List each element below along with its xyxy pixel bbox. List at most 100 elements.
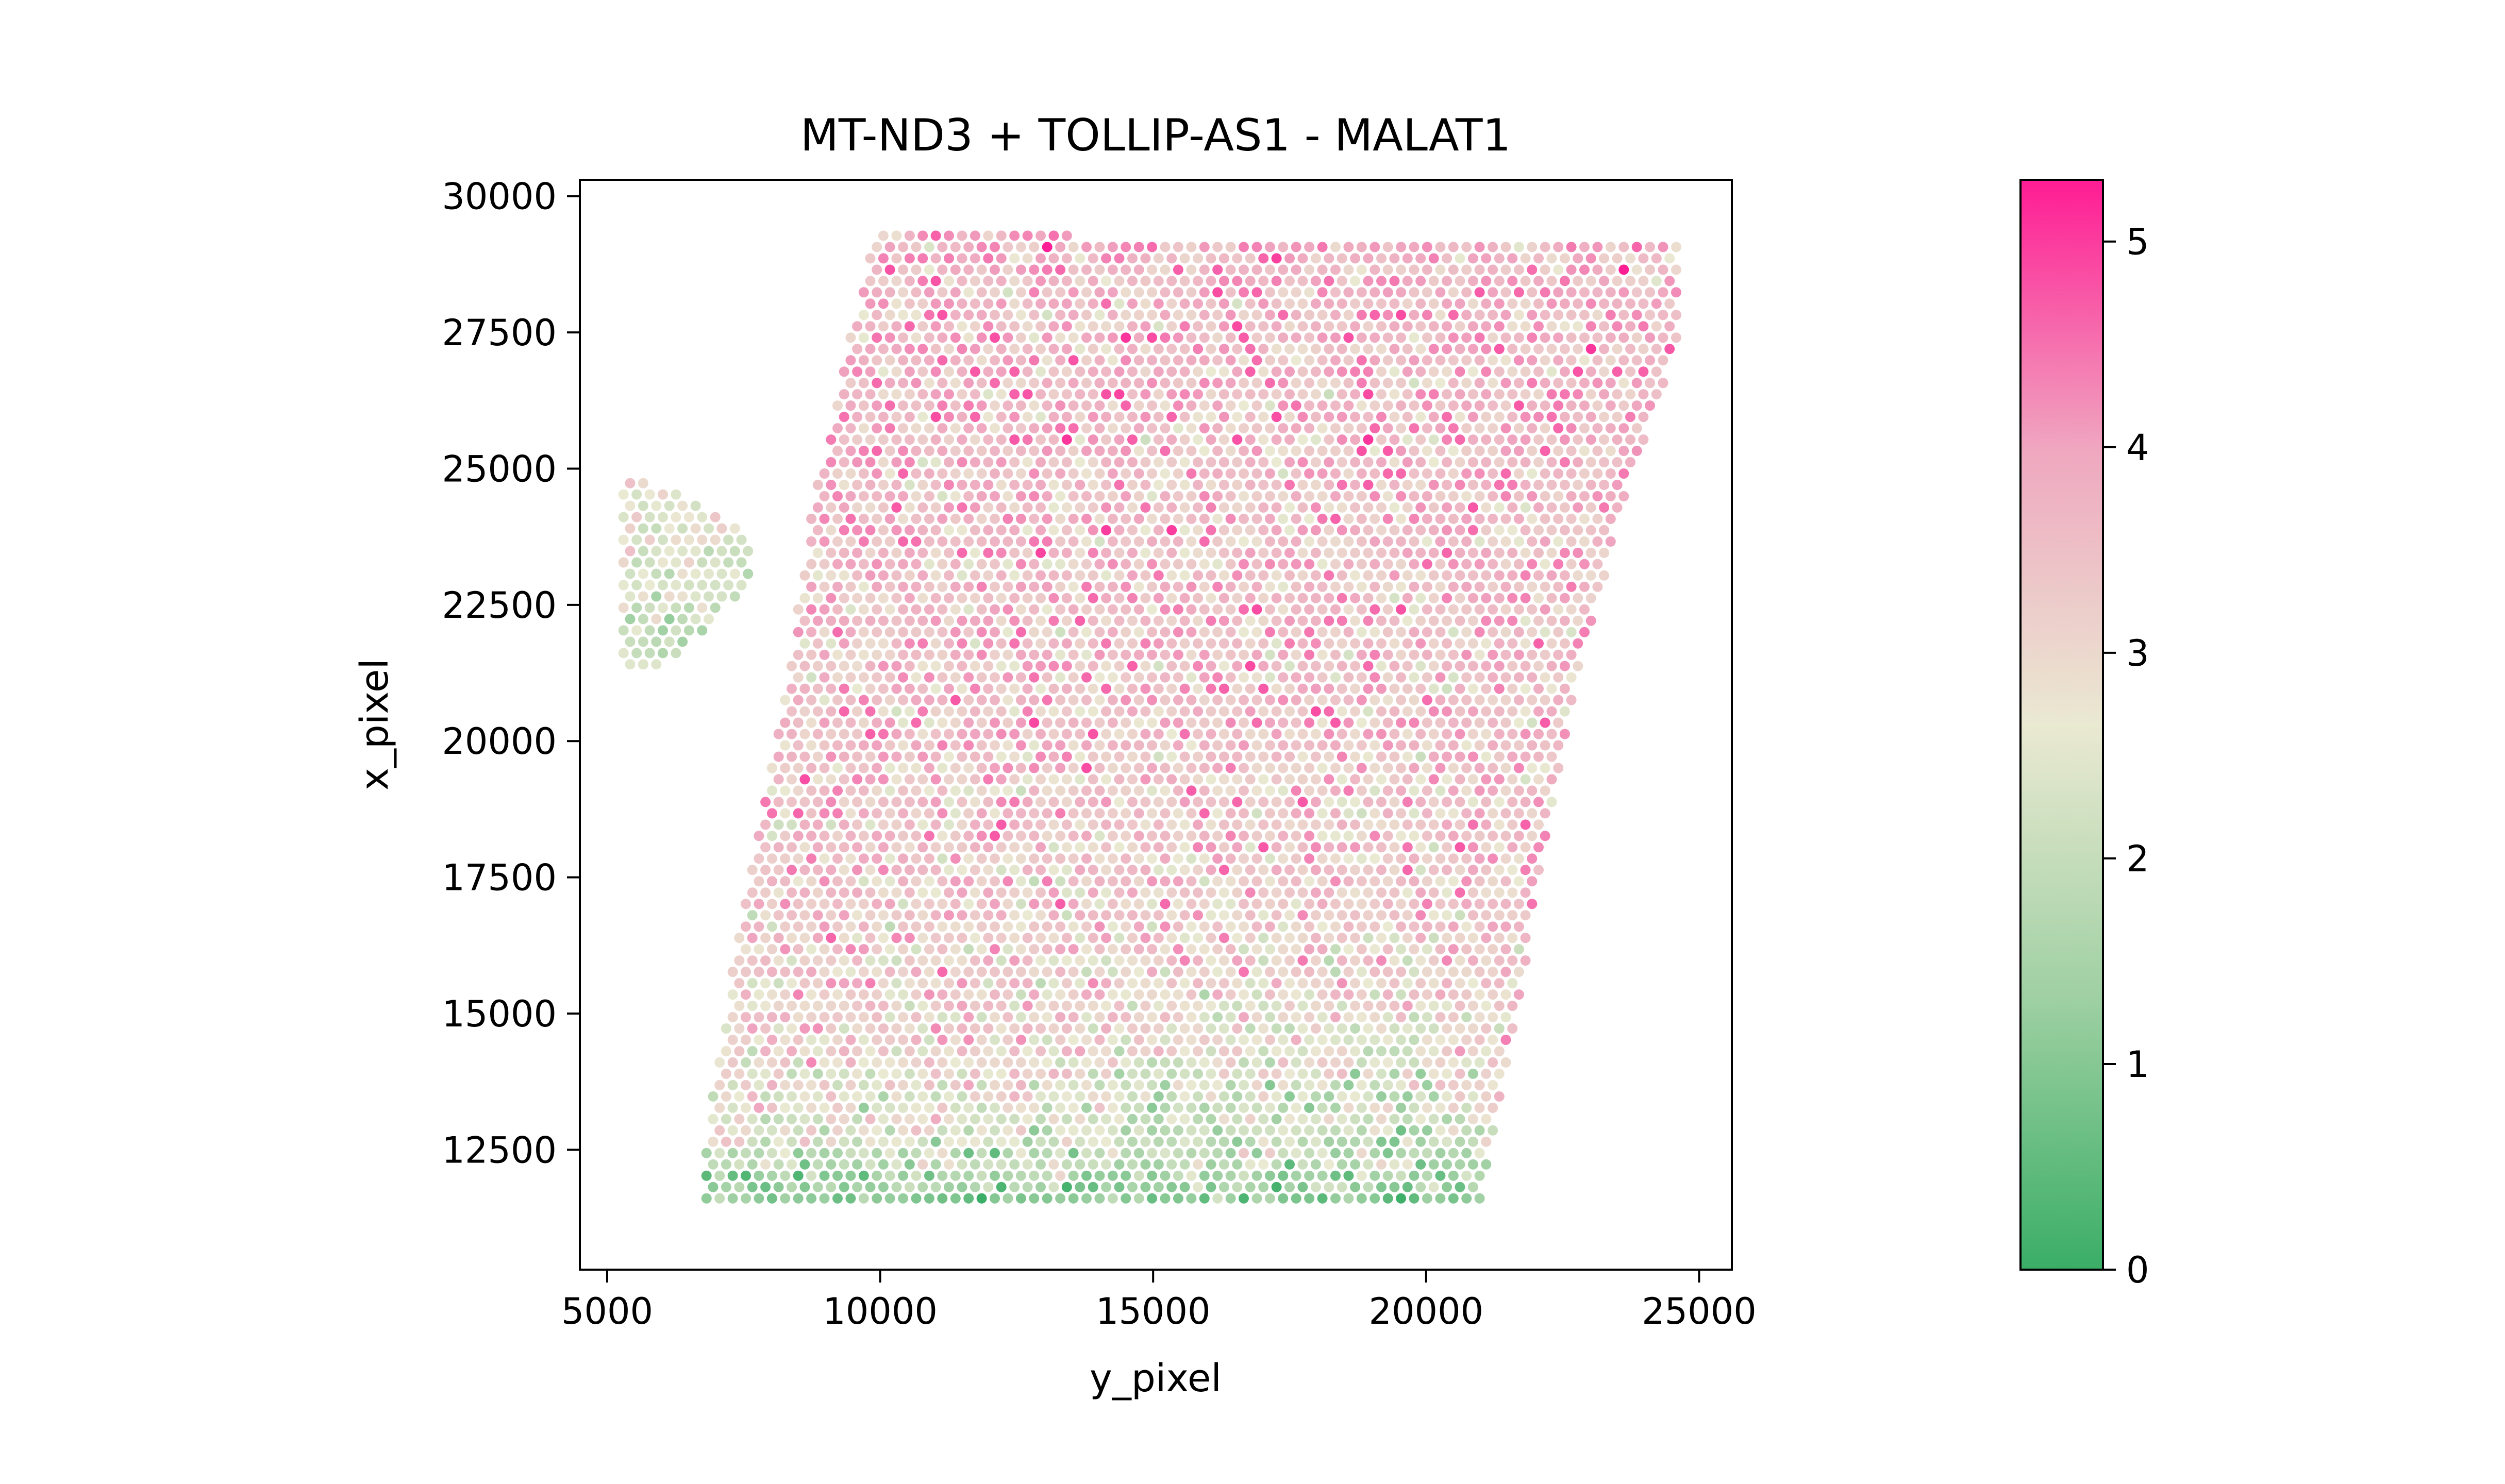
spot [865, 457, 876, 467]
spot [970, 570, 980, 581]
spot [957, 729, 967, 739]
spot [1507, 751, 1518, 762]
spot [976, 604, 987, 615]
spot [1048, 842, 1059, 853]
spot [1160, 1035, 1171, 1045]
spot [1107, 559, 1118, 569]
spot [1330, 581, 1341, 592]
spot [845, 876, 856, 887]
spot [1245, 1023, 1256, 1034]
spot [1284, 276, 1295, 286]
spot [1370, 1102, 1380, 1113]
spot [1075, 910, 1086, 921]
spot [1645, 400, 1656, 411]
spot [1179, 525, 1190, 535]
spot [1101, 1091, 1112, 1102]
spot [1015, 831, 1026, 841]
spot [1088, 819, 1098, 830]
spot [1612, 321, 1623, 332]
spot [937, 627, 948, 637]
spot [872, 808, 882, 819]
spot [1428, 751, 1439, 762]
spot [1481, 729, 1492, 739]
spot [780, 1170, 791, 1181]
spot [1481, 638, 1492, 649]
spot [1264, 831, 1275, 841]
spot [1579, 491, 1590, 501]
spot [957, 842, 967, 853]
spot [996, 593, 1007, 603]
spot [1212, 491, 1223, 501]
spot [845, 355, 856, 366]
spot [1251, 491, 1262, 501]
spot [924, 378, 934, 389]
spot [1481, 593, 1492, 603]
spot [1304, 1102, 1315, 1113]
spot [1055, 1170, 1066, 1181]
spot [1239, 287, 1249, 298]
spot [937, 967, 948, 977]
spot [1081, 627, 1092, 637]
spot [1330, 1193, 1341, 1204]
spot [1114, 797, 1125, 807]
spot [1022, 457, 1033, 467]
spot [826, 933, 837, 943]
spot [1297, 502, 1308, 513]
spot [1232, 1182, 1243, 1192]
spot [930, 865, 941, 875]
spot [1317, 740, 1328, 751]
spot [1297, 570, 1308, 581]
spot [937, 1102, 948, 1113]
spot [1422, 1125, 1432, 1136]
spot [1527, 627, 1538, 637]
spot [1474, 1148, 1485, 1158]
spot [858, 355, 869, 366]
spot [1559, 570, 1570, 581]
spot [1500, 672, 1511, 683]
spot [1048, 525, 1059, 535]
spot [799, 819, 810, 830]
spot [1147, 1080, 1158, 1090]
spot [1271, 978, 1282, 989]
spot [1022, 887, 1033, 898]
spot [714, 1102, 725, 1113]
spot [1061, 1023, 1072, 1034]
spot [1553, 717, 1564, 728]
spot [1415, 502, 1426, 513]
spot [1225, 831, 1236, 841]
spot [1042, 287, 1053, 298]
spot [976, 695, 987, 705]
spot [1317, 1125, 1328, 1136]
spot [845, 899, 856, 909]
spot [1271, 729, 1282, 739]
spot [1573, 389, 1583, 400]
spot [911, 1125, 922, 1136]
spot [806, 695, 817, 705]
spot [793, 695, 804, 705]
spot [1467, 1091, 1478, 1102]
spot [1494, 1046, 1505, 1056]
spot [1540, 310, 1550, 321]
spot [957, 1023, 967, 1034]
spot [983, 1023, 994, 1034]
spot [1324, 706, 1334, 717]
spot [1179, 412, 1190, 423]
spot [1585, 434, 1596, 445]
spot [1232, 1091, 1243, 1102]
spot [1081, 355, 1092, 366]
spot [1382, 536, 1393, 547]
spot [1042, 763, 1053, 773]
spot [1114, 1136, 1125, 1147]
spot [1442, 1159, 1452, 1170]
spot [1553, 672, 1564, 683]
spot [865, 412, 876, 423]
spot [1376, 389, 1387, 400]
spot [1337, 480, 1347, 490]
spot [930, 457, 941, 467]
spot [1546, 683, 1557, 694]
spot [1193, 933, 1204, 943]
spot [1488, 355, 1498, 366]
spot [898, 808, 909, 819]
spot [970, 978, 980, 989]
spot [1147, 287, 1158, 298]
